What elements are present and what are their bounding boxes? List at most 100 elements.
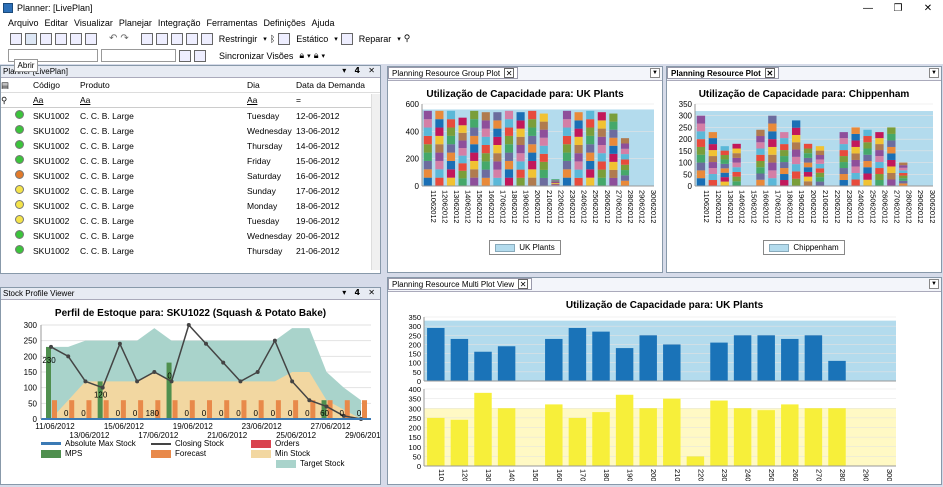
bar-segment [803,162,813,168]
bar-segment [863,167,872,174]
cell-code: SKU1002 [33,185,70,196]
bar-segment [597,169,606,178]
table-row[interactable]: SKU1002 C. C. B. Large Thursday 21-06-2012 [1,243,380,258]
table-row[interactable]: SKU1002 C. C. B. Large Tuesday 12-06-2012 [1,108,380,123]
panel-controls[interactable]: ▾ 𝟰 ✕ [342,66,378,75]
menu-definicoes[interactable]: Definições [263,18,306,28]
table-row[interactable]: SKU1002 C. C. B. Large Thursday 14-06-2012 [1,138,380,153]
forecast-bar [103,400,109,419]
table-row[interactable]: SKU1002 C. C. B. Large Sunday 17-06-2012 [1,183,380,198]
new-icon[interactable] [10,32,22,45]
view-combo[interactable] [101,49,176,62]
table-row[interactable]: SKU1002 C. C. B. Large Wednesday 20-06-2012 [1,228,380,243]
undo-icon[interactable]: ↶ [109,33,118,44]
dropdown-arrow-icon[interactable]: ▾ [397,35,401,43]
filter-date[interactable]: = [296,95,301,105]
lock-icon[interactable]: 🔒︎ [299,50,305,60]
save-as-icon[interactable] [55,32,67,45]
minimize-button[interactable]: — [863,2,873,14]
filter-icon[interactable]: ⚲ [1,94,8,105]
menu-visualizar[interactable]: Visualizar [74,18,113,28]
bar-segment [446,119,456,128]
table-row[interactable]: SKU1002 C. C. B. Large Monday 18-06-2012 [1,198,380,213]
redo-icon[interactable]: ↷ [120,33,129,44]
tab-group-plot[interactable]: Planning Resource Group Plot ✕ [388,67,519,79]
filter-code[interactable]: Aa [33,95,44,105]
data-label: 0 [167,372,172,381]
x-tick-label: 130602 [484,469,493,481]
menu-editar[interactable]: Editar [44,18,69,28]
filter-day[interactable]: Aa [247,95,258,105]
print-icon[interactable] [85,32,97,45]
title-bar: Planner: [LivePlan] — ❐ ✕ [0,0,943,16]
lock-icon[interactable]: 🔒︎ [313,50,319,60]
print-preview-icon[interactable] [70,32,82,45]
close-icon[interactable]: ✕ [518,279,529,289]
menu-arquivo[interactable]: Arquivo [8,18,39,28]
bar-segment [803,153,813,158]
grid-menu-icon[interactable]: ▤ [1,79,10,90]
table-row[interactable]: SKU1002 C. C. B. Large Wednesday 13-06-2012 [1,123,380,138]
x-tick-label: 14062012 [464,190,473,223]
tab-multi-plot[interactable]: Planning Resource Multi Plot View ✕ [388,278,533,290]
close-button[interactable]: ✕ [923,2,933,14]
col-header-date[interactable]: Data da Demanda [296,80,365,90]
table-row[interactable]: SKU1002 C. C. B. Large Friday 15-06-2012 [1,153,380,168]
close-icon[interactable]: ✕ [504,68,515,78]
refresh-icon[interactable] [179,49,191,62]
tab-resource-plot[interactable]: Planning Resource Plot ✕ [667,67,779,79]
x-tick-label: 18062012 [510,190,519,223]
chevron-down-icon[interactable]: ▼ [929,68,939,78]
report-icon[interactable] [200,32,213,45]
table-icon[interactable] [140,32,153,45]
menu-integracao[interactable]: Integração [157,18,201,28]
grid-scrollbar[interactable] [371,94,380,270]
forecast-bar [258,400,264,419]
static-icon[interactable] [278,32,291,45]
tab-group-plot-label: Planning Resource Group Plot [392,68,501,78]
chevron-down-icon[interactable]: ▼ [650,68,660,78]
menu-planejar[interactable]: Planejar [118,18,152,28]
table-row[interactable]: SKU1002 C. C. B. Large Tuesday 19-06-2012 [1,213,380,228]
filter-product[interactable]: Aa [80,95,91,105]
filter-icon[interactable]: ⚲ [403,33,411,43]
bar-segment [597,145,606,154]
bar-segment [574,145,583,154]
bar-segment [875,180,884,186]
bar-segment [696,115,706,124]
calculator-icon[interactable] [185,32,198,45]
bar-segment [481,128,490,137]
scenario-combo[interactable] [8,49,98,62]
static-button[interactable]: Estático [296,33,329,44]
table-row[interactable]: SKU1002 C. C. B. Large Saturday 16-06-2012 [1,168,380,183]
cursor-icon[interactable]: ᛒ [269,33,276,44]
repair-icon[interactable] [340,32,353,45]
save-icon[interactable] [40,32,52,45]
sync-views-button[interactable]: Sincronizar Visões [219,50,294,61]
col-header-day[interactable]: Dia [247,80,260,90]
col-header-product[interactable]: Produto [80,80,110,90]
open-icon[interactable] [25,32,37,45]
dropdown-arrow-icon[interactable]: ▾ [307,52,311,60]
dropdown-arrow-icon[interactable]: ▾ [263,35,267,43]
bar-segment [732,171,741,177]
calendar-icon[interactable] [170,32,183,45]
grid-icon[interactable] [155,32,168,45]
menu-ferramentas[interactable]: Ferramentas [206,18,258,28]
restrict-button[interactable]: Restringir [218,33,258,44]
resource-plot-chart: 0 50 100 150 200 250 300 350 11062012 12062012 130… [679,100,937,223]
close-icon[interactable]: ✕ [764,68,775,78]
dropdown-arrow-icon[interactable]: ▾ [321,52,325,60]
bar-segment [562,144,572,153]
status-dot [15,185,24,194]
repair-button[interactable]: Reparar [358,33,392,44]
table-icon[interactable] [194,49,206,62]
menu-ajuda[interactable]: Ajuda [311,18,335,28]
bar-segment [574,112,583,121]
col-header-code[interactable]: Código [33,80,60,90]
dropdown-arrow-icon[interactable]: ▾ [334,35,338,43]
maximize-button[interactable]: ❐ [893,2,903,14]
chevron-down-icon[interactable]: ▼ [929,279,939,289]
y-tick-label: 300 [24,321,38,330]
panel-controls[interactable]: ▾ 𝟰 ✕ [342,288,378,297]
